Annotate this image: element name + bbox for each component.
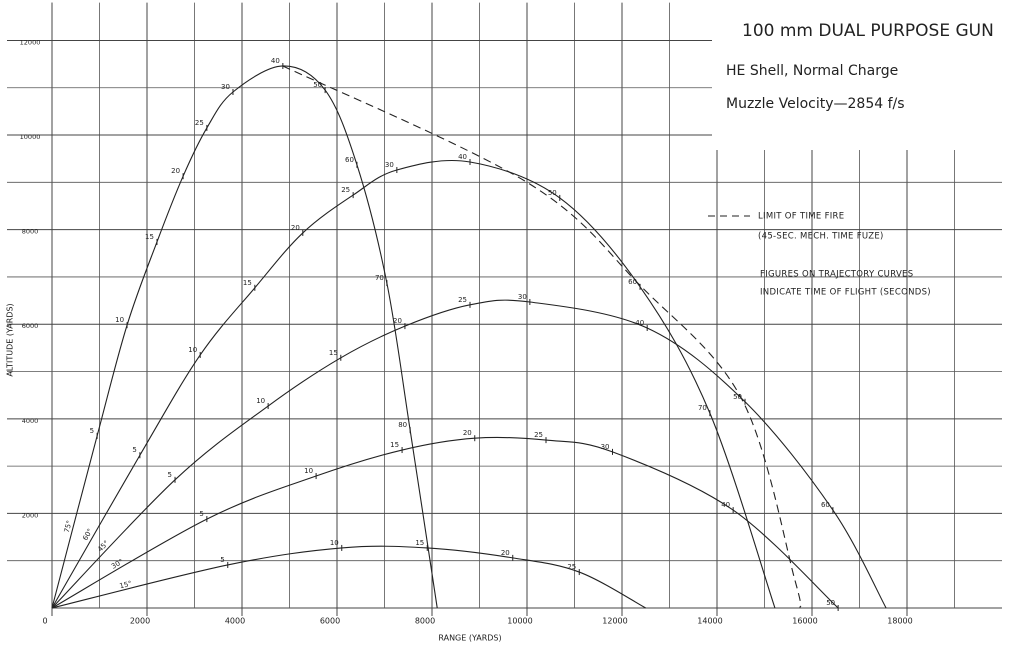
x-tick-label: 6000: [320, 617, 340, 626]
annotation: (45-SEC. MECH. TIME FUZE): [758, 232, 884, 242]
y-tick-label: 8000: [22, 228, 39, 236]
x-tick-label: 14000: [697, 617, 722, 626]
time-label: 15: [243, 279, 252, 287]
subtitle: HE Shell, Normal Charge: [726, 63, 898, 79]
time-label: 80: [398, 421, 407, 429]
time-label: 10: [188, 346, 197, 354]
annotation: Muzzle Velocity—2854 f/s: [726, 96, 905, 112]
time-label: 5: [132, 446, 136, 454]
time-label: 40: [271, 57, 280, 65]
time-label: 30: [385, 161, 394, 169]
x-tick-label: 16000: [792, 617, 817, 626]
time-label: 20: [463, 429, 472, 437]
time-label: 10: [115, 316, 124, 324]
series-label: 45°: [96, 539, 110, 554]
series-label: 75°: [63, 520, 74, 534]
time-label: 15: [390, 441, 399, 449]
time-label: 10: [304, 467, 313, 475]
y-axis-label: ALTITUDE (YARDS): [6, 303, 15, 376]
y-tick-label: 6000: [22, 322, 39, 330]
time-label: 40: [721, 501, 730, 509]
time-label: 25: [567, 563, 576, 571]
x-tick-label: 8000: [415, 617, 435, 626]
series-label: 60°: [81, 527, 94, 542]
trajectory: [51, 159, 776, 609]
x-tick-label: 18000: [887, 617, 912, 626]
time-label: 30: [518, 293, 527, 301]
time-label: 50: [733, 393, 742, 401]
y-tick-label: 12000: [20, 38, 41, 46]
series-label: 30°: [110, 558, 125, 571]
trajectory: [51, 65, 438, 609]
trajectory: [51, 436, 839, 609]
title-box: [712, 0, 1009, 150]
trajectory: [51, 299, 887, 609]
x-tick-label: 4000: [225, 617, 245, 626]
time-label: 25: [458, 296, 467, 304]
chart-title: 100 mm DUAL PURPOSE GUN: [742, 21, 994, 41]
time-label: 70: [375, 274, 384, 282]
time-label: 15: [329, 349, 338, 357]
time-label: 20: [393, 317, 402, 325]
time-label: 5: [199, 510, 203, 518]
time-label: 40: [458, 153, 467, 161]
x-axis-label: RANGE (YARDS): [438, 634, 501, 643]
annotation: INDICATE TIME OF FLIGHT (SECONDS): [760, 288, 931, 298]
y-tick-label: 2000: [22, 511, 39, 519]
time-label: 5: [90, 427, 94, 435]
time-label: 10: [330, 539, 339, 547]
time-label: 25: [195, 119, 204, 127]
time-label: 60: [628, 278, 637, 286]
y-tick-label: 10000: [20, 133, 41, 141]
x-tick-label: 10000: [507, 617, 532, 626]
trajectory: [51, 545, 647, 609]
time-label: 10: [256, 397, 265, 405]
time-label: 60: [345, 156, 354, 164]
time-label: 50: [826, 599, 835, 607]
series-label: 15°: [119, 580, 133, 591]
x-tick-label: 12000: [602, 617, 627, 626]
x-tick-label: 2000: [130, 617, 150, 626]
time-label: 15: [415, 539, 424, 547]
time-label: 60: [821, 501, 830, 509]
trajectory: [282, 65, 802, 609]
time-label: 20: [501, 549, 510, 557]
time-label: 25: [534, 431, 543, 439]
time-label: 15: [145, 233, 154, 241]
time-label: 5: [220, 556, 224, 564]
time-label: 30: [601, 443, 610, 451]
time-label: 25: [341, 186, 350, 194]
time-label: 30: [221, 83, 230, 91]
curves: 5 10 15 20 25 15° 5 10 15 20 25 30 40 50 30° 5 10 15 20 25 3…: [51, 57, 887, 611]
time-label: 70: [698, 404, 707, 412]
y-tick-label: 4000: [22, 417, 39, 425]
time-label: 50: [548, 189, 557, 197]
time-label: 20: [291, 224, 300, 232]
x-tick-label: 0: [42, 617, 47, 626]
annotation: FIGURES ON TRAJECTORY CURVES: [760, 270, 913, 280]
time-label: 50: [313, 81, 322, 89]
time-label: 5: [168, 471, 172, 479]
legend-label: LIMIT OF TIME FIRE: [758, 212, 844, 222]
time-label: 20: [171, 167, 180, 175]
time-label: 40: [635, 319, 644, 327]
